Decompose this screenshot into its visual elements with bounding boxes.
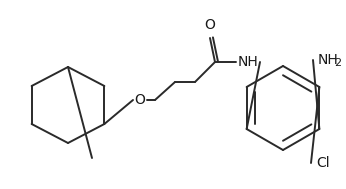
- Text: O: O: [135, 93, 145, 107]
- Text: O: O: [204, 18, 216, 32]
- Text: NH: NH: [238, 55, 258, 69]
- Text: NH: NH: [318, 53, 339, 67]
- Text: Cl: Cl: [316, 156, 330, 170]
- Text: 2: 2: [334, 58, 341, 68]
